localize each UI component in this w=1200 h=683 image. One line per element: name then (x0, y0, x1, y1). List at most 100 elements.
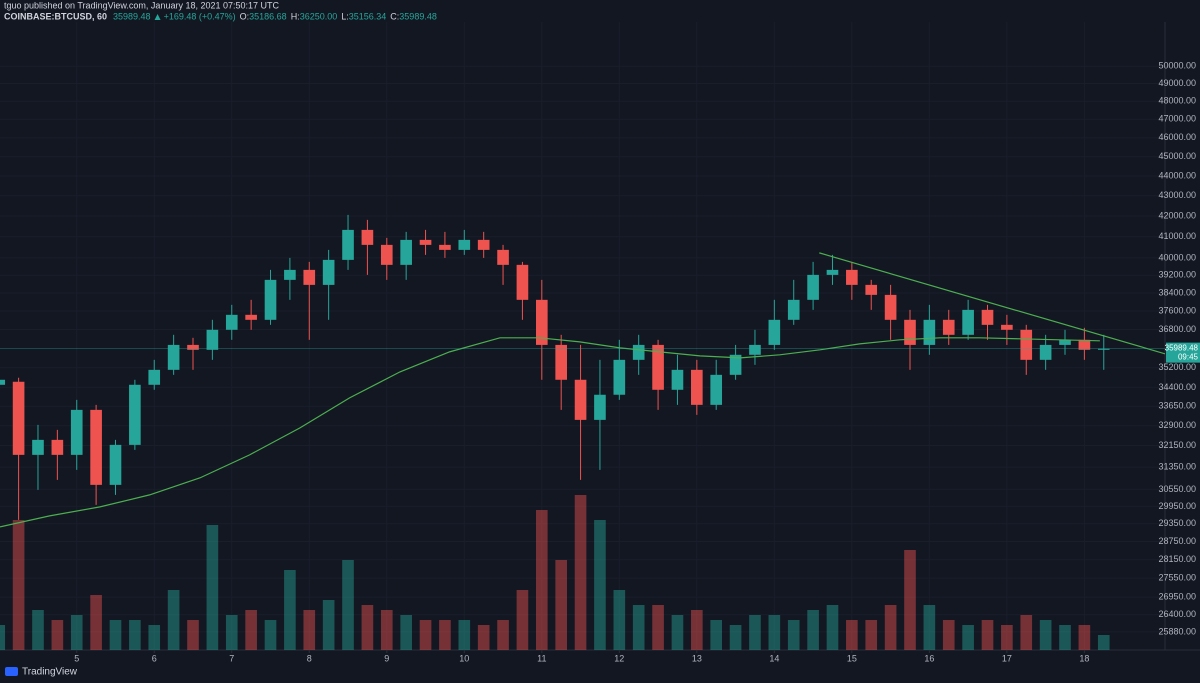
volume-bar (477, 625, 490, 650)
candle-body (1078, 339, 1091, 350)
ohlc-value: 36250.00 (300, 11, 338, 21)
volume-bar (1039, 620, 1052, 650)
y-tick-label: 42000.00 (1158, 210, 1196, 220)
logo: TradingView (5, 667, 78, 678)
volume-bar (749, 615, 761, 650)
candle-body (380, 244, 393, 265)
y-tick-label: 36800.00 (1158, 324, 1196, 334)
volume-bar (342, 560, 354, 650)
candle-body (322, 259, 335, 285)
candle-body (807, 274, 819, 300)
volume-bar (51, 620, 64, 650)
volume-bar (264, 620, 277, 650)
price-label-box (1166, 342, 1200, 363)
volume-bar (225, 615, 238, 650)
volume-bar (497, 620, 509, 650)
volume-bar (0, 625, 6, 650)
y-tick-label: 48000.00 (1158, 96, 1196, 106)
y-tick-label: 27550.00 (1158, 573, 1196, 583)
volume-bar (206, 525, 219, 650)
candle-body (109, 444, 122, 485)
candle-body (187, 344, 199, 350)
volume-bar (458, 620, 471, 650)
plot-area (0, 22, 1165, 650)
candle-body (303, 269, 316, 285)
ohlc-label: L: (341, 11, 349, 21)
volume-bar (710, 620, 723, 650)
price-label: 35989.48 (1165, 344, 1199, 353)
candle-body (439, 244, 451, 250)
candle-body (400, 239, 412, 265)
candle-body (51, 439, 64, 455)
y-tick-label: 33650.00 (1158, 401, 1196, 411)
volume-bar (284, 570, 296, 650)
candle-body (32, 439, 44, 455)
volume-bar (787, 620, 800, 650)
candle-body (167, 344, 180, 370)
candle-body (710, 374, 723, 405)
y-tick-label: 39200.00 (1158, 270, 1196, 280)
volume-bar (129, 620, 141, 650)
volume-bar (245, 610, 257, 650)
y-tick-label: 26950.00 (1158, 591, 1196, 601)
x-tick-label: 13 (692, 653, 702, 663)
y-tick-label: 32150.00 (1158, 440, 1196, 450)
x-tick-label: 5 (74, 653, 79, 663)
volume-bar (981, 620, 994, 650)
volume-bar (32, 610, 44, 650)
y-tick-label: 44000.00 (1158, 170, 1196, 180)
y-tick-label: 29950.00 (1158, 501, 1196, 511)
y-tick-label: 34400.00 (1158, 382, 1196, 392)
volume-bar (671, 615, 684, 650)
x-tick-label: 11 (537, 653, 546, 663)
candle-body (787, 299, 800, 320)
volume-bar (942, 620, 955, 650)
candle-body (865, 284, 878, 295)
y-tick-label: 35200.00 (1158, 362, 1196, 372)
candle-body (962, 309, 974, 335)
volume-bar (1020, 615, 1033, 650)
candle-body (477, 239, 490, 250)
y-tick-label: 40000.00 (1158, 252, 1196, 262)
volume-bar (846, 620, 858, 650)
countdown: 09:45 (1178, 353, 1199, 362)
x-tick-label: 10 (459, 653, 469, 663)
brand: TradingView (22, 667, 78, 678)
candle-body (225, 314, 238, 330)
volume-bar (361, 605, 374, 650)
volume-bar (923, 605, 936, 650)
volume-bar (516, 590, 529, 650)
ohlc-value: 35989.48 (399, 11, 437, 21)
volume-bar (109, 620, 122, 650)
last-price: 35989.48 (113, 11, 151, 21)
y-tick-label: 38400.00 (1158, 287, 1196, 297)
x-tick-label: 8 (307, 653, 312, 663)
y-tick-label: 29350.00 (1158, 518, 1196, 528)
candle-body (691, 369, 703, 405)
candle-body (1020, 329, 1033, 360)
x-tick-label: 9 (384, 653, 389, 663)
y-tick-label: 37600.00 (1158, 305, 1196, 315)
moving-average (0, 337, 1100, 528)
candle-body (904, 319, 916, 345)
volume-bar (1078, 625, 1091, 650)
y-tick-label: 32900.00 (1158, 420, 1196, 430)
volume-bar (594, 520, 606, 650)
volume-bar (322, 600, 335, 650)
candle-body (148, 369, 161, 385)
trendline (819, 252, 1165, 355)
candle-body (594, 394, 606, 420)
candle-body (1001, 324, 1013, 330)
ohlc-value: 35156.34 (349, 11, 387, 21)
volume-bar (419, 620, 432, 650)
candle-body (419, 239, 432, 245)
volume-bar (1097, 635, 1110, 650)
candle-body (458, 239, 471, 250)
change-arrow (154, 14, 161, 20)
candle-body (574, 379, 587, 420)
candle-body (555, 344, 567, 380)
y-tick-label: 46000.00 (1158, 132, 1196, 142)
candle-body (535, 299, 548, 345)
y-tick-label: 43000.00 (1158, 190, 1196, 200)
